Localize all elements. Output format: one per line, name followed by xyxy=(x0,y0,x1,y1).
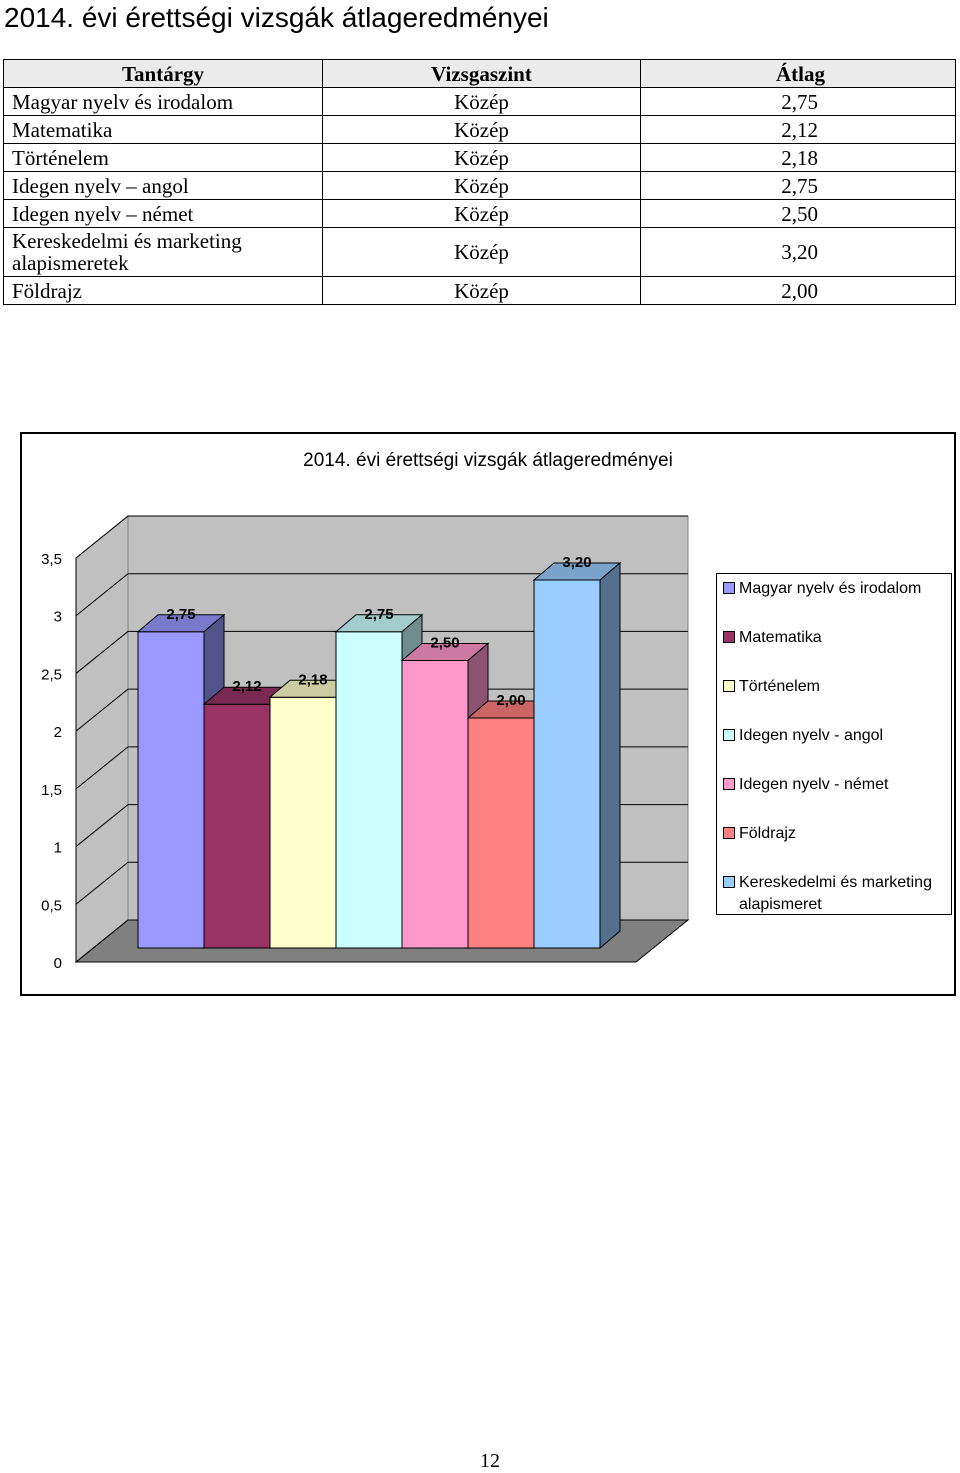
y-tick-label: 3 xyxy=(54,609,62,626)
data-label: 2,00 xyxy=(496,692,525,709)
data-label: 3,20 xyxy=(562,554,591,571)
legend-swatch xyxy=(723,827,735,839)
y-tick-label: 2 xyxy=(54,724,62,741)
table-row: Matematika Közép 2,12 xyxy=(3,115,956,144)
y-tick-label: 0,5 xyxy=(41,897,62,914)
bar xyxy=(269,696,337,949)
legend-label: Történelem xyxy=(739,678,820,695)
legend-swatch xyxy=(723,876,735,888)
y-tick-label: 1,5 xyxy=(41,782,62,799)
table-row: Kereskedelmi és marketing alapismeretek … xyxy=(3,227,956,277)
y-tick-label: 0 xyxy=(54,955,62,972)
bar xyxy=(401,660,469,949)
gridline xyxy=(75,573,688,617)
column-header-level: Vizsgaszint xyxy=(322,59,641,88)
legend-swatch xyxy=(723,582,735,594)
table-row: Idegen nyelv – angol Közép 2,75 xyxy=(3,171,956,200)
subject-cell: Magyar nyelv és irodalom xyxy=(3,87,323,116)
level-cell: Közép xyxy=(322,171,641,200)
gridline xyxy=(75,688,688,732)
average-cell: 2,00 xyxy=(640,276,956,305)
legend-label: Idegen nyelv - német xyxy=(739,776,889,793)
subject-cell: Idegen nyelv – angol xyxy=(3,171,323,200)
average-cell: 2,75 xyxy=(640,171,956,200)
table-header-row: Tantárgy Vizsgaszint Átlag xyxy=(3,59,956,88)
table-row: Történelem Közép 2,18 xyxy=(3,143,956,172)
legend-swatch xyxy=(723,631,735,643)
subject-cell: Kereskedelmi és marketing alapismeretek xyxy=(3,227,323,277)
average-cell: 2,12 xyxy=(640,115,956,144)
level-cell: Közép xyxy=(322,227,641,277)
legend-swatch xyxy=(723,778,735,790)
bar-side-face xyxy=(599,561,621,950)
legend-swatch xyxy=(723,680,735,692)
data-label: 2,12 xyxy=(232,678,261,695)
y-tick-label: 1 xyxy=(54,840,62,857)
average-cell: 2,75 xyxy=(640,87,956,116)
legend-label: Földrajz xyxy=(739,825,796,842)
subject-cell: Matematika xyxy=(3,115,323,144)
column-header-average: Átlag xyxy=(640,59,956,88)
level-cell: Közép xyxy=(322,87,641,116)
bar xyxy=(335,631,403,949)
level-cell: Közép xyxy=(322,143,641,172)
table-row: Idegen nyelv – német Közép 2,50 xyxy=(3,199,956,228)
legend-label: Magyar nyelv és irodalom xyxy=(739,580,922,597)
column-header-subject: Tantárgy xyxy=(3,59,323,88)
gridline xyxy=(75,515,688,559)
subject-cell: Földrajz xyxy=(3,276,323,305)
data-label: 2,18 xyxy=(298,671,327,688)
chart-title: 2014. évi érettségi vizsgák átlageredmén… xyxy=(303,450,673,471)
bar-chart: 0 0,5 1 1,5 2 2,5 3 3,5 2,75 2,12 2,18 2,75 2,50 2,00… xyxy=(41,514,690,972)
legend-label: Idegen nyelv - angol xyxy=(739,727,884,744)
page-number: 12 xyxy=(480,1450,500,1472)
page-title: 2014. évi érettségi vizsgák átlageredmén… xyxy=(4,2,549,33)
bar xyxy=(533,579,601,949)
table-row: Földrajz Közép 2,00 xyxy=(3,276,956,305)
legend-label: Matematika xyxy=(739,629,822,646)
data-label: 2,75 xyxy=(364,606,393,623)
level-cell: Közép xyxy=(322,115,641,144)
average-cell: 2,18 xyxy=(640,143,956,172)
bar xyxy=(467,717,535,949)
chart-side-wall xyxy=(75,514,129,964)
data-label: 2,50 xyxy=(430,635,459,652)
subject-cell: Történelem xyxy=(3,143,323,172)
y-tick-label: 3,5 xyxy=(41,551,62,568)
legend-swatch xyxy=(723,729,735,741)
average-cell: 2,50 xyxy=(640,199,956,228)
data-label: 2,75 xyxy=(166,606,195,623)
table-row: Magyar nyelv és irodalom Közép 2,75 xyxy=(3,87,956,116)
results-table: Tantárgy Vizsgaszint Átlag Magyar nyelv … xyxy=(3,59,956,305)
bar xyxy=(203,703,271,949)
legend-label: Kereskedelmi és marketing alapismeret xyxy=(739,874,932,913)
bar xyxy=(137,631,205,949)
chart-legend: Magyar nyelv és irodalom Matematika Történ… xyxy=(716,573,952,915)
level-cell: Közép xyxy=(322,276,641,305)
y-tick-label: 2,5 xyxy=(41,666,62,683)
gridline xyxy=(75,630,688,674)
